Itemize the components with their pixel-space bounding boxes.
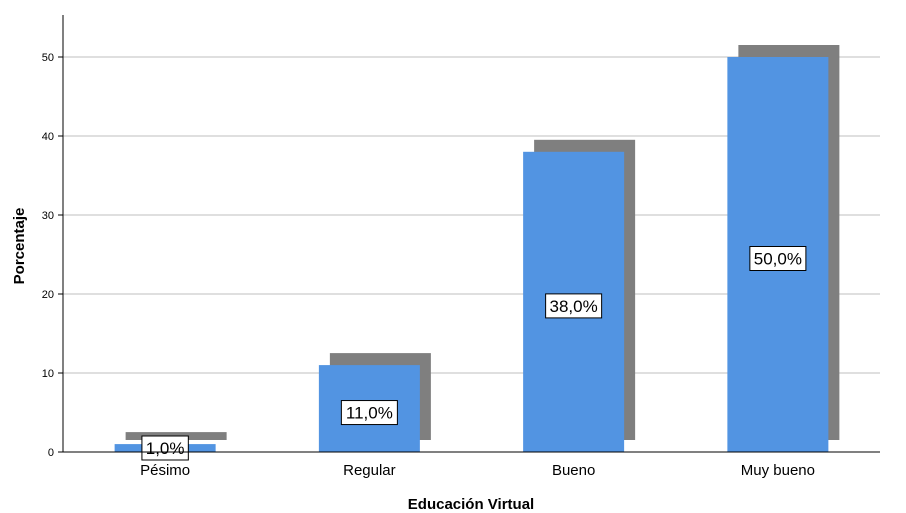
data-label-text: 11,0% bbox=[346, 404, 393, 423]
data-label: 50,0% bbox=[749, 246, 807, 271]
data-label: 11,0% bbox=[340, 400, 398, 426]
category-labels: Pésimo Regular Bueno Muy bueno bbox=[140, 462, 815, 479]
y-ticks: 0 10 20 30 40 50 bbox=[42, 52, 63, 459]
y-tick-label: 10 bbox=[42, 368, 54, 380]
bars bbox=[114, 45, 840, 453]
y-tick-label: 30 bbox=[42, 210, 54, 222]
y-axis-title: Porcentaje bbox=[11, 208, 28, 285]
category-label: Pésimo bbox=[140, 462, 190, 479]
data-label-box bbox=[545, 293, 603, 319]
data-label-box bbox=[141, 435, 189, 461]
category-label: Bueno bbox=[552, 462, 595, 479]
data-label-text: 50,0% bbox=[754, 250, 802, 269]
category-label: Muy bueno bbox=[741, 462, 815, 479]
data-labels: 1,0% 11,0% 38,0% 50,0% bbox=[141, 246, 807, 461]
category-label: Regular bbox=[343, 462, 396, 479]
data-label: 38,0% bbox=[545, 293, 603, 319]
data-label: 1,0% bbox=[141, 435, 189, 461]
x-axis-title: Educación Virtual bbox=[408, 496, 534, 513]
data-label-text: 1,0% bbox=[146, 439, 185, 458]
y-tick-label: 20 bbox=[42, 289, 54, 301]
data-label-box bbox=[749, 246, 807, 271]
y-tick-label: 0 bbox=[48, 447, 54, 459]
y-tick-label: 50 bbox=[42, 52, 54, 64]
data-label-box bbox=[340, 400, 398, 426]
y-tick-label: 40 bbox=[42, 131, 54, 143]
data-label-text: 38,0% bbox=[550, 297, 598, 316]
